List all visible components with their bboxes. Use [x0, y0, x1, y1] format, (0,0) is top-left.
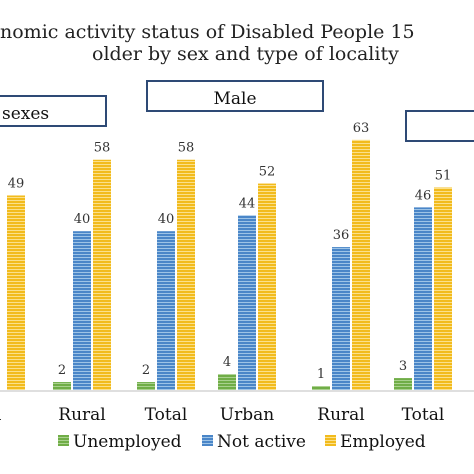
group-box-female [405, 110, 474, 142]
value-label-employed-5: 51 [435, 169, 452, 184]
value-label-unemployed-2: 2 [142, 363, 150, 378]
legend-label-not-active: Not active [217, 432, 306, 452]
bar-employed-1 [93, 159, 111, 390]
bar-unemployed-3 [218, 374, 236, 390]
bar-not-active-1 [73, 231, 91, 390]
value-label-not-active-3: 44 [239, 196, 256, 211]
category-labels-layer: n Rural Total Urban Rural Total [0, 405, 444, 425]
legend: Unemployed Not active Employed [58, 432, 426, 452]
legend-swatch-not-active [202, 435, 213, 446]
value-label-not-active-5: 46 [415, 188, 432, 203]
category-label-0: n [0, 405, 2, 425]
bar-employed-4 [352, 139, 370, 390]
value-label-employed-2: 58 [178, 141, 195, 156]
bar-employed-0 [7, 195, 25, 390]
bar-not-active-3 [238, 215, 256, 390]
bar-unemployed-1 [53, 382, 71, 390]
group-box-male [146, 80, 324, 112]
bar-not-active-4 [332, 247, 350, 390]
value-label-unemployed-1: 2 [58, 363, 66, 378]
category-label-3: Urban [220, 405, 274, 425]
category-label-4: Rural [317, 405, 364, 425]
value-label-not-active-4: 36 [333, 228, 350, 243]
legend-swatch-unemployed [58, 435, 69, 446]
bar-unemployed-2 [137, 382, 155, 390]
value-label-employed-4: 63 [353, 121, 370, 136]
bars-layer [7, 139, 452, 390]
bar-not-active-5 [414, 207, 432, 390]
group-box-all-sexes [0, 95, 107, 127]
value-label-not-active-1: 40 [74, 212, 91, 227]
value-label-employed-3: 52 [259, 165, 276, 180]
chart-title-line1: nomic activity status of Disabled People… [0, 21, 415, 43]
chart-title-line2: older by sex and type of locality [92, 43, 399, 65]
group-label-male: Male [213, 89, 256, 109]
value-label-unemployed-5: 3 [399, 359, 407, 374]
legend-label-employed: Employed [340, 432, 426, 452]
value-label-unemployed-4: 1 [317, 367, 325, 382]
bar-employed-3 [258, 183, 276, 390]
bar-employed-5 [434, 187, 452, 390]
group-label-all-sexes: sexes [2, 104, 49, 124]
category-label-2: Total [145, 405, 188, 425]
category-label-5: Total [402, 405, 445, 425]
legend-swatch-employed [325, 435, 336, 446]
value-label-employed-0: 49 [8, 176, 25, 191]
value-label-employed-1: 58 [94, 141, 111, 156]
legend-label-unemployed: Unemployed [73, 432, 182, 452]
bar-not-active-2 [157, 231, 175, 390]
value-label-unemployed-3: 4 [223, 355, 231, 370]
bar-unemployed-5 [394, 378, 412, 390]
bar-employed-2 [177, 159, 195, 390]
category-label-1: Rural [58, 405, 105, 425]
value-label-not-active-2: 40 [158, 212, 175, 227]
bar-unemployed-4 [312, 386, 330, 390]
